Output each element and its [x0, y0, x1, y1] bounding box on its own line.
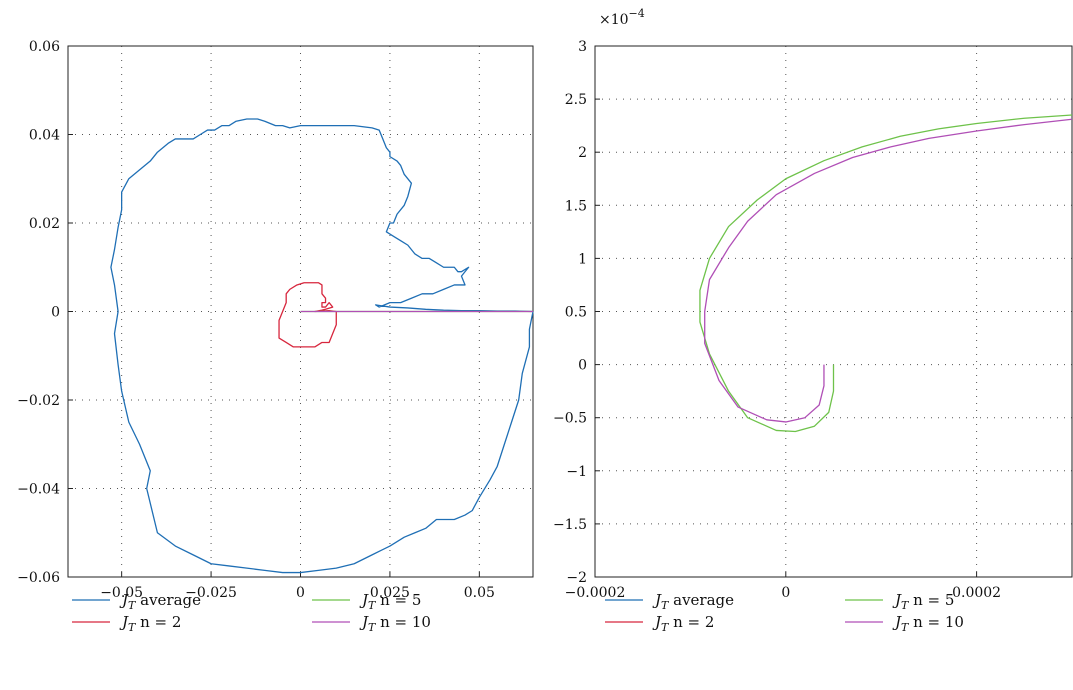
- right-y-multiplier: ×10−4: [599, 7, 645, 28]
- y-tick-label: 2: [578, 145, 587, 161]
- right-series: [699, 114, 1073, 433]
- y-tick-label: −0.5: [553, 411, 587, 427]
- legend-label-2: JT n = 5: [892, 591, 954, 612]
- legend-label-3: JT n = 10: [359, 613, 431, 634]
- legend-label-0: JT average: [652, 591, 734, 612]
- y-tick-label: 0.5: [565, 305, 587, 321]
- x-tick-label: 0.05: [464, 585, 495, 601]
- y-tick-label: 2.5: [565, 92, 587, 108]
- right-plot: −0.0002 0 0.0002−2−1.5−1−0.500.511.522.53 …: [553, 7, 1073, 634]
- y-tick-label: 0: [578, 358, 587, 374]
- x-tick-label: −0.025: [185, 585, 237, 601]
- series-line-0: [110, 118, 534, 574]
- y-tick-label: −1: [566, 464, 587, 480]
- right-grid: [594, 45, 1072, 578]
- left-series: [110, 118, 534, 574]
- y-tick-label: 0.02: [29, 216, 60, 232]
- y-tick-label: 1.5: [565, 198, 587, 214]
- y-tick-label: 0.04: [29, 128, 60, 144]
- left-plot: −0.05 −0.025 0 0.025 0.05 −0.06 −0.04 −0.02 0 0.0…: [17, 39, 534, 634]
- x-tick-label: 0: [781, 585, 790, 601]
- legend-label-0: JT average: [119, 591, 201, 612]
- right-y-multiplier-exp: −4: [629, 7, 645, 20]
- x-tick-label: −0.05: [100, 585, 143, 601]
- y-tick-label: −0.04: [17, 482, 60, 498]
- x-tick-label: 0.0002: [952, 585, 1001, 601]
- x-tick-label: 0.025: [370, 585, 410, 601]
- legend-label-3: JT n = 10: [892, 613, 964, 634]
- legend-label-1: JT n = 2: [119, 613, 181, 634]
- legend-label-1: JT n = 2: [652, 613, 714, 634]
- y-tick-label: 1: [578, 251, 587, 267]
- x-tick-label: −0.0002: [565, 585, 626, 601]
- series-line-3: [704, 118, 1073, 423]
- y-tick-label: −0.02: [17, 393, 60, 409]
- right-ticks: −0.0002 0 0.0002 −2 −1.5 −1 −0.5 0 0.5 1 1.5 2 2.5 3: [553, 39, 1001, 601]
- y-tick-label: −0.06: [17, 570, 60, 586]
- x-tick-label: 0: [296, 585, 305, 601]
- y-tick-label: 0.06: [29, 39, 60, 55]
- y-tick-label: 3: [578, 39, 587, 55]
- right-y-multiplier-base: ×10: [599, 12, 629, 28]
- y-tick-label: 0: [51, 305, 60, 321]
- y-tick-label: −1.5: [553, 517, 587, 533]
- series-line-1: [278, 282, 337, 348]
- left-ticks: −0.05 −0.025 0 0.025 0.05 −0.06 −0.04 −0.02 0 0.0…: [17, 39, 495, 601]
- series-line-2: [699, 114, 1073, 433]
- legend-label-2: JT n = 5: [359, 591, 421, 612]
- y-tick-label: −2: [566, 570, 587, 586]
